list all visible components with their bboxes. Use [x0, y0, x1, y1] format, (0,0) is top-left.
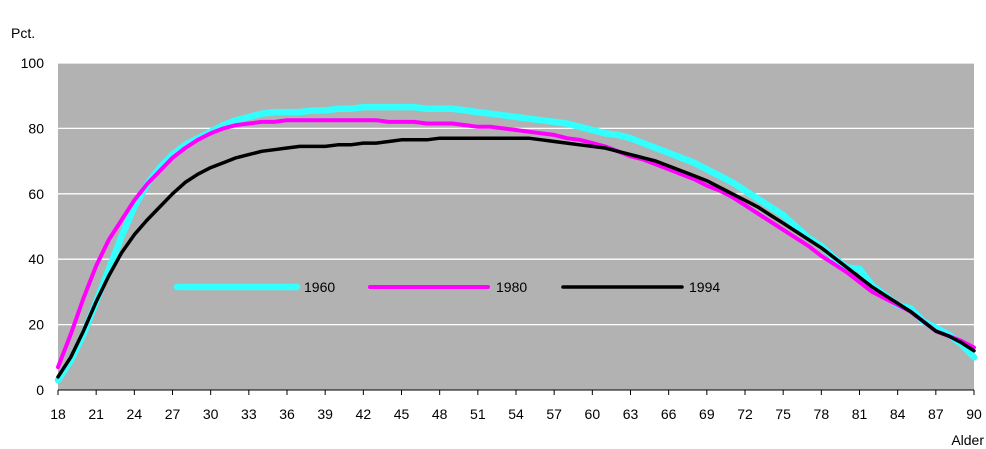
x-tick-label-90: 90 [966, 406, 982, 422]
legend-label-1960: 1960 [304, 279, 335, 295]
x-tick-label-63: 63 [623, 406, 639, 422]
x-tick-label-78: 78 [814, 406, 830, 422]
x-tick-label-45: 45 [394, 406, 410, 422]
x-axis-label: Alder [951, 432, 984, 448]
y-tick-label-0: 0 [36, 382, 44, 398]
x-tick-label-54: 54 [508, 406, 524, 422]
x-tick-label-66: 66 [661, 406, 677, 422]
y-ticks: 0 20 40 60 80 100 [21, 55, 45, 398]
x-tick-label-84: 84 [890, 406, 906, 422]
y-axis-label: Pct. [11, 25, 35, 41]
series-line-1994 [56, 136, 976, 379]
x-tick-label-72: 72 [737, 406, 753, 422]
legend: 1960 1980 1994 [173, 279, 720, 295]
x-tick-label-81: 81 [852, 406, 868, 422]
y-tick-label-40: 40 [28, 251, 44, 267]
x-ticks: 18 21 24 27 30 33 36 39 42 45 48 51 54 57 60 63 66 69 72 75… [50, 390, 982, 422]
x-tick-label-27: 27 [165, 406, 181, 422]
y-tick-label-80: 80 [28, 120, 44, 136]
x-tick-label-42: 42 [356, 406, 372, 422]
x-tick-label-48: 48 [432, 406, 448, 422]
x-tick-label-69: 69 [699, 406, 715, 422]
y-tick-label-100: 100 [21, 55, 45, 71]
x-tick-label-33: 33 [241, 406, 257, 422]
legend-label-1980: 1980 [496, 279, 527, 295]
y-tick-label-60: 60 [28, 186, 44, 202]
x-tick-label-75: 75 [775, 406, 791, 422]
x-tick-label-60: 60 [585, 406, 601, 422]
x-tick-label-87: 87 [928, 406, 944, 422]
series-line-1980 [56, 118, 976, 370]
plot-area [58, 63, 974, 390]
x-tick-label-21: 21 [88, 406, 104, 422]
legend-label-1994: 1994 [689, 279, 720, 295]
x-tick-label-36: 36 [279, 406, 295, 422]
x-tick-label-57: 57 [546, 406, 562, 422]
x-tick-label-39: 39 [317, 406, 333, 422]
x-tick-label-24: 24 [127, 406, 143, 422]
y-tick-label-20: 20 [28, 317, 44, 333]
x-tick-label-51: 51 [470, 406, 486, 422]
x-tick-label-30: 30 [203, 406, 219, 422]
x-tick-label-18: 18 [50, 406, 66, 422]
series-lines [54, 103, 978, 384]
